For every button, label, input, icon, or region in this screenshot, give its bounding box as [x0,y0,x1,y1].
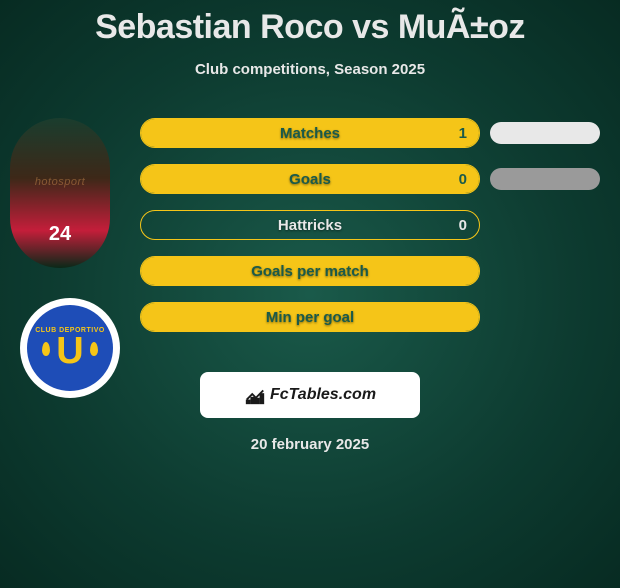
stat-value: 1 [459,125,467,142]
stat-row-goals: Goals 0 [140,164,480,194]
footer-brand-badge: FcTables.com [200,372,420,418]
stat-label: Matches [141,125,479,142]
club-badge: CLUB DEPORTIVO U [20,298,120,398]
page-title: Sebastian Roco vs MuÃ±oz [0,8,620,47]
player-photo: hotosport [10,118,110,268]
stat-row-goals-per-match: Goals per match [140,256,480,286]
club-badge-letter: U [56,334,83,368]
page-subtitle: Club competitions, Season 2025 [0,61,620,78]
opponent-pill-1 [490,122,600,144]
opponent-pill-2 [490,168,600,190]
stat-label: Goals [141,171,479,188]
stat-value: 0 [459,171,467,188]
stats-bars: Matches 1 Goals 0 Hattricks 0 Goals per … [140,118,480,332]
stat-label: Hattricks [141,217,479,234]
content-area: hotosport CLUB DEPORTIVO U Matches 1 Goa… [0,118,620,453]
stat-value: 0 [459,217,467,234]
club-badge-inner: CLUB DEPORTIVO U [27,305,113,391]
stat-label: Min per goal [141,309,479,326]
chart-icon [244,384,266,406]
stat-row-matches: Matches 1 [140,118,480,148]
stat-row-min-per-goal: Min per goal [140,302,480,332]
stat-label: Goals per match [141,263,479,280]
stat-row-hattricks: Hattricks 0 [140,210,480,240]
photo-watermark: hotosport [35,176,85,188]
footer-date: 20 february 2025 [0,436,620,453]
footer-brand-text: FcTables.com [270,386,376,404]
